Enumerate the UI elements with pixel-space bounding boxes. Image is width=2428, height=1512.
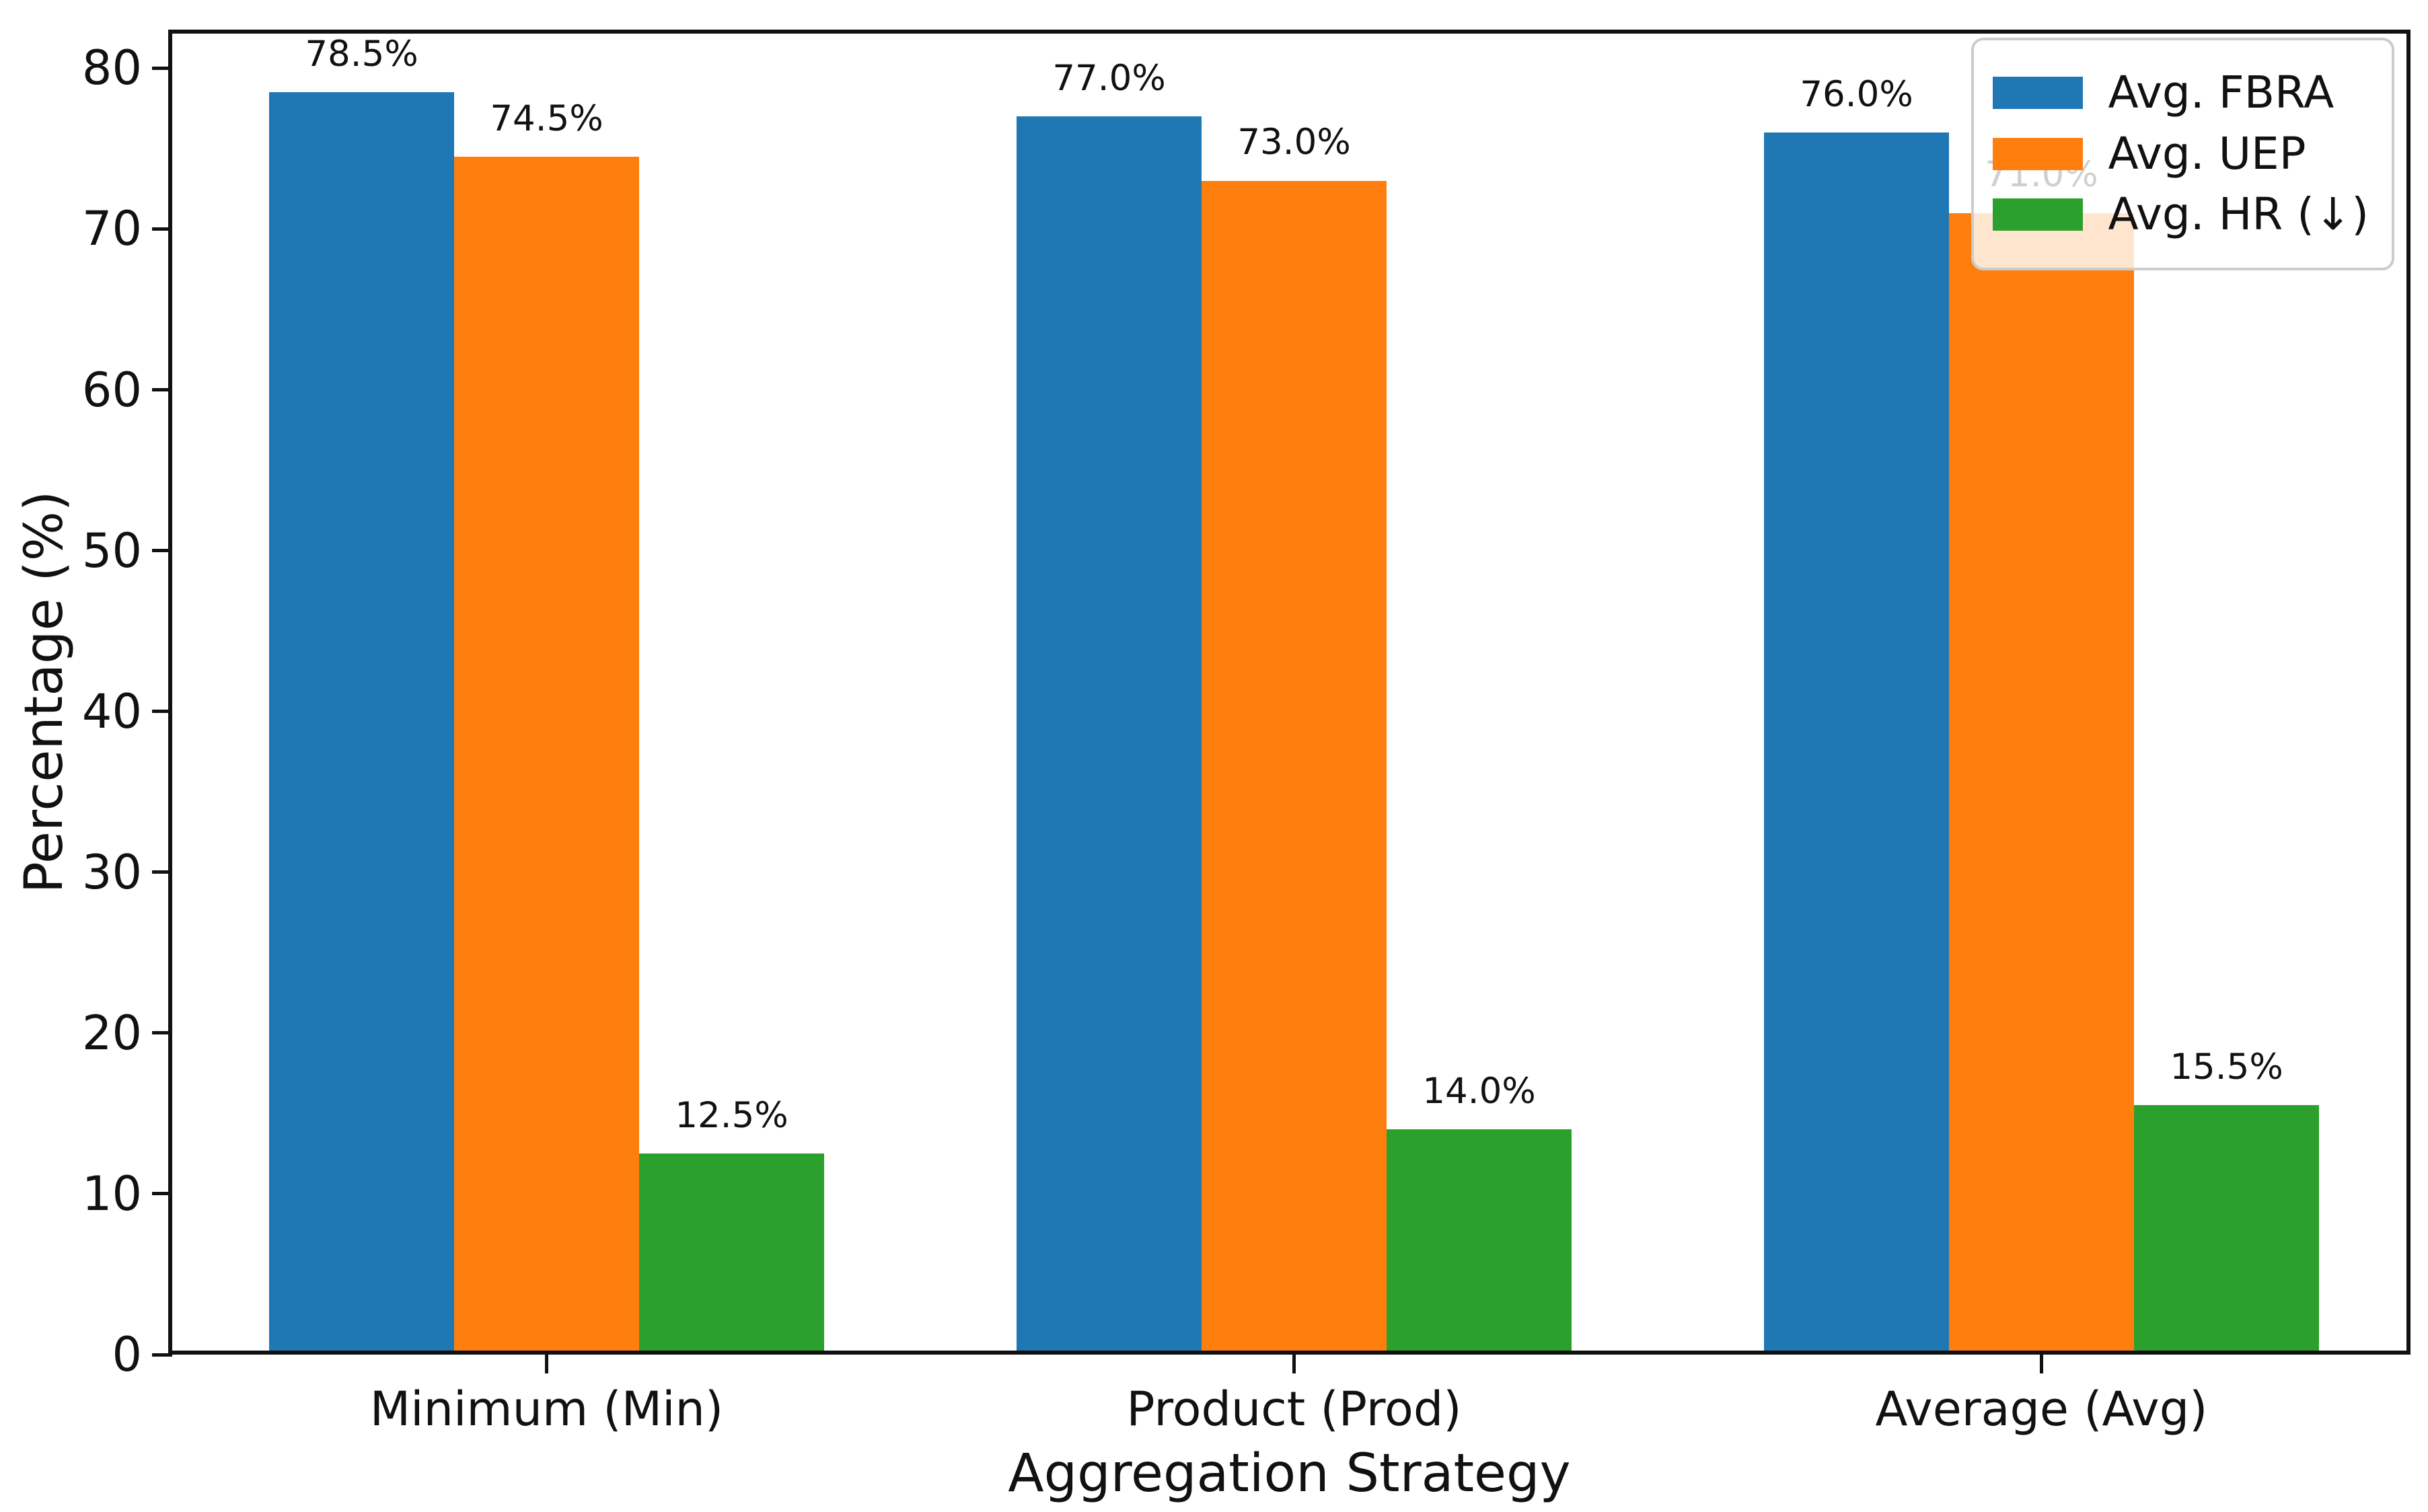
- y-tick-label: 50: [81, 523, 142, 578]
- legend-row-avg-fbra: Avg. FBRA: [1992, 67, 2369, 118]
- x-axis-label: Aggregation Strategy: [1008, 1443, 1571, 1504]
- bar-avg-hr-average-avg: [2134, 1105, 2319, 1355]
- legend-label-avg-uep: Avg. UEP: [2108, 127, 2306, 180]
- bar-avg-uep-minimum-min: [454, 156, 639, 1355]
- y-tick: [152, 549, 172, 553]
- x-tick-label-minimum-min: Minimum (Min): [369, 1382, 724, 1437]
- legend-swatch-avg-hr: [1992, 198, 2083, 231]
- bar-value-label-avg-fbra-product-prod: 77.0%: [1052, 57, 1166, 99]
- bar-avg-fbra-product-prod: [1017, 116, 1202, 1355]
- y-tick-label: 80: [81, 40, 142, 96]
- bar-avg-uep-product-prod: [1202, 180, 1387, 1355]
- bar-value-label-avg-hr-minimum-min: 12.5%: [675, 1094, 788, 1136]
- bar-value-label-avg-hr-product-prod: 14.0%: [1422, 1071, 1536, 1112]
- bar-value-label-avg-hr-average-avg: 15.5%: [2170, 1047, 2283, 1088]
- bar-value-label-avg-uep-product-prod: 73.0%: [1237, 122, 1351, 163]
- y-tick-label: 60: [81, 362, 142, 418]
- y-tick-label: 40: [81, 683, 142, 739]
- y-tick-label: 0: [112, 1327, 142, 1382]
- axes-spine-right: [2406, 30, 2411, 1355]
- bar-value-label-avg-fbra-minimum-min: 78.5%: [305, 33, 418, 75]
- legend-label-avg-fbra: Avg. FBRA: [2108, 67, 2334, 118]
- legend-swatch-avg-fbra: [1992, 77, 2083, 110]
- bar-avg-fbra-minimum-min: [269, 92, 454, 1355]
- bar-avg-hr-minimum-min: [639, 1154, 824, 1355]
- bar-avg-uep-average-avg: [1949, 213, 2134, 1355]
- x-tick: [545, 1355, 548, 1373]
- axes-spine-left: [168, 30, 172, 1355]
- x-tick: [2040, 1355, 2043, 1373]
- bar-value-label-avg-fbra-average-avg: 76.0%: [1800, 73, 1913, 115]
- bar-avg-fbra-average-avg: [1764, 133, 1949, 1355]
- y-tick: [152, 227, 172, 231]
- legend-label-avg-hr: Avg. HR (↓): [2108, 188, 2369, 241]
- y-tick: [152, 1192, 172, 1196]
- y-tick: [152, 388, 172, 392]
- y-tick-label: 30: [81, 844, 142, 900]
- legend-row-avg-hr: Avg. HR (↓): [1992, 188, 2369, 241]
- plot-area: 78.5%77.0%76.0%74.5%73.0%71.0%12.5%14.0%…: [82, 30, 2411, 1433]
- x-tick-label-product-prod: Product (Prod): [1126, 1382, 1462, 1437]
- bar-avg-hr-product-prod: [1387, 1129, 1572, 1355]
- y-tick: [152, 66, 172, 70]
- y-tick: [152, 1031, 172, 1035]
- y-tick-label: 10: [81, 1166, 142, 1221]
- legend-swatch-avg-uep: [1992, 137, 2083, 170]
- axes-spine-top: [168, 30, 2411, 34]
- y-tick: [152, 1353, 172, 1357]
- legend-row-avg-uep: Avg. UEP: [1992, 127, 2369, 180]
- y-tick: [152, 870, 172, 874]
- y-tick-label: 20: [81, 1005, 142, 1061]
- legend: Avg. FBRA Avg. UEP Avg. HR (↓): [1971, 38, 2394, 270]
- axes-spine-bottom: [168, 1351, 2411, 1355]
- bar-value-label-avg-uep-minimum-min: 74.5%: [490, 98, 603, 139]
- x-tick-label-average-avg: Average (Avg): [1875, 1382, 2208, 1437]
- y-tick: [152, 710, 172, 714]
- x-tick: [1292, 1355, 1296, 1373]
- y-tick-label: 70: [81, 201, 142, 257]
